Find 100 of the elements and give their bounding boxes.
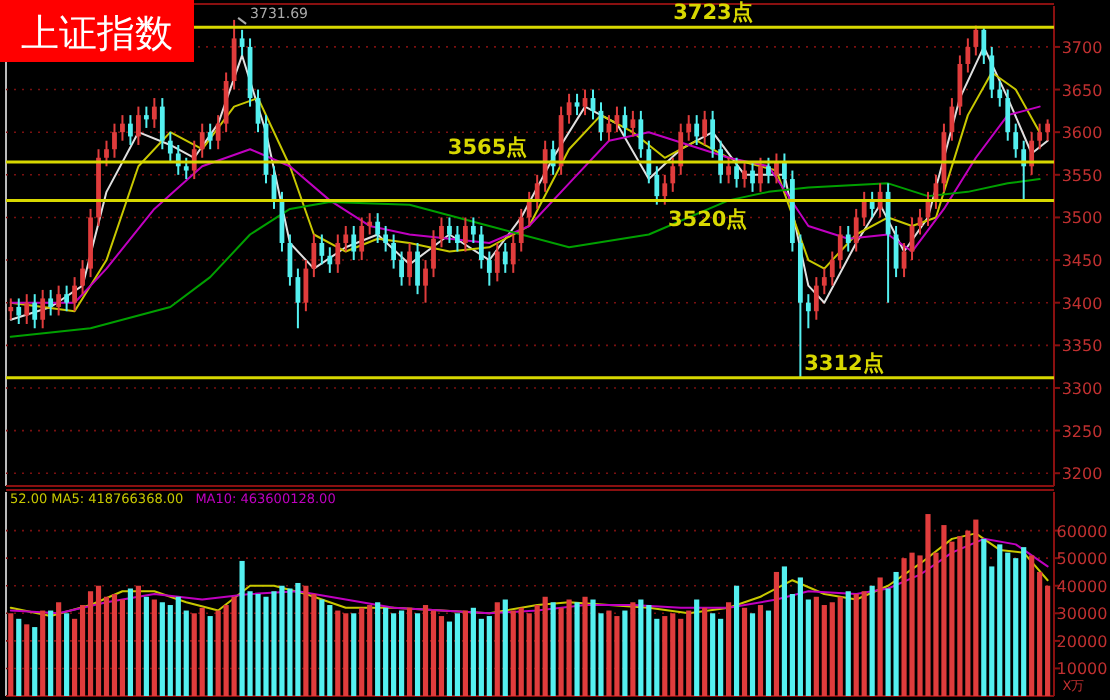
candlestick [128, 114, 133, 146]
bar [1021, 547, 1027, 696]
candlestick [957, 54, 963, 117]
bar [255, 594, 261, 696]
candlestick [670, 156, 676, 193]
candlestick [343, 224, 349, 253]
candlestick [734, 156, 739, 189]
bar [375, 602, 381, 696]
ref-line-label: 3723点 [673, 0, 754, 26]
candlestick [191, 139, 197, 181]
bar [973, 519, 979, 696]
bar [981, 538, 987, 696]
candlestick [319, 233, 325, 266]
bar [590, 599, 596, 696]
bar [646, 605, 652, 696]
candlestick [989, 45, 995, 100]
bar [151, 599, 157, 696]
candlestick [143, 105, 149, 129]
candlestick [183, 156, 189, 181]
bar [997, 544, 1003, 696]
bar [215, 610, 221, 696]
candlestick [327, 246, 333, 274]
candlestick [207, 122, 213, 151]
bar [430, 610, 437, 696]
bar [494, 602, 500, 696]
bar [40, 610, 46, 696]
bar [167, 605, 173, 696]
bar [87, 591, 94, 696]
bar [391, 613, 397, 696]
candlestick [742, 161, 747, 189]
bar [311, 594, 317, 696]
candlestick [853, 207, 859, 253]
bar [207, 616, 213, 696]
bar [135, 585, 141, 696]
candlestick [303, 259, 309, 313]
candlestick [167, 131, 173, 164]
bar [470, 607, 476, 696]
bar [662, 616, 668, 696]
bar [893, 571, 899, 696]
bar [526, 613, 532, 696]
candlestick [718, 139, 724, 185]
bar [95, 585, 102, 696]
candlestick [965, 37, 971, 74]
bar [446, 621, 453, 696]
candlestick [335, 233, 341, 274]
y-tick-label: 3600 [1061, 124, 1103, 143]
candlestick [80, 259, 85, 296]
bar [925, 514, 931, 696]
bar [845, 591, 851, 696]
candlestick [981, 27, 987, 65]
candlestick [48, 288, 54, 317]
bar [367, 605, 373, 696]
bar [199, 607, 205, 696]
candlestick [72, 276, 77, 313]
bar [295, 582, 301, 696]
candlestick [391, 233, 397, 270]
bar [64, 613, 70, 696]
bar [319, 599, 325, 696]
bar [8, 613, 14, 696]
candlestick [463, 216, 468, 253]
candlestick [415, 242, 420, 296]
bar [622, 610, 628, 696]
bar [741, 607, 748, 696]
candlestick [1045, 118, 1051, 142]
bar [606, 610, 612, 696]
y-tick-label: 60000 [1056, 522, 1108, 541]
candlestick [1005, 88, 1011, 142]
candlestick [367, 212, 373, 236]
bar [239, 560, 245, 696]
y-tick-label: 40000 [1056, 577, 1108, 596]
bar [414, 613, 421, 696]
bar [32, 627, 38, 696]
y-tick-label: 3550 [1061, 166, 1103, 185]
candlestick [638, 109, 644, 159]
bar [335, 610, 341, 696]
bar [422, 605, 429, 696]
bar [143, 596, 149, 696]
bar [566, 599, 572, 696]
candlestick [470, 216, 476, 245]
candlestick [837, 224, 843, 270]
bar [733, 585, 740, 696]
candlestick [774, 152, 779, 185]
y-tick-label: 3400 [1061, 294, 1103, 313]
y-tick-label: 20000 [1056, 632, 1108, 651]
candlestick [399, 250, 404, 287]
bar [821, 605, 827, 696]
bar [223, 605, 229, 696]
bar [829, 602, 835, 696]
bar [710, 613, 716, 696]
bar [670, 613, 676, 696]
candlestick [494, 242, 500, 283]
candlestick [16, 297, 22, 326]
bar [303, 585, 309, 696]
y-tick-label: 10000 [1056, 660, 1108, 679]
y-tick-label: 30000 [1056, 605, 1108, 624]
candlestick [654, 165, 660, 206]
line-series [9, 178, 1041, 338]
bar [773, 571, 780, 696]
bar [813, 596, 819, 696]
candlestick [112, 122, 117, 159]
